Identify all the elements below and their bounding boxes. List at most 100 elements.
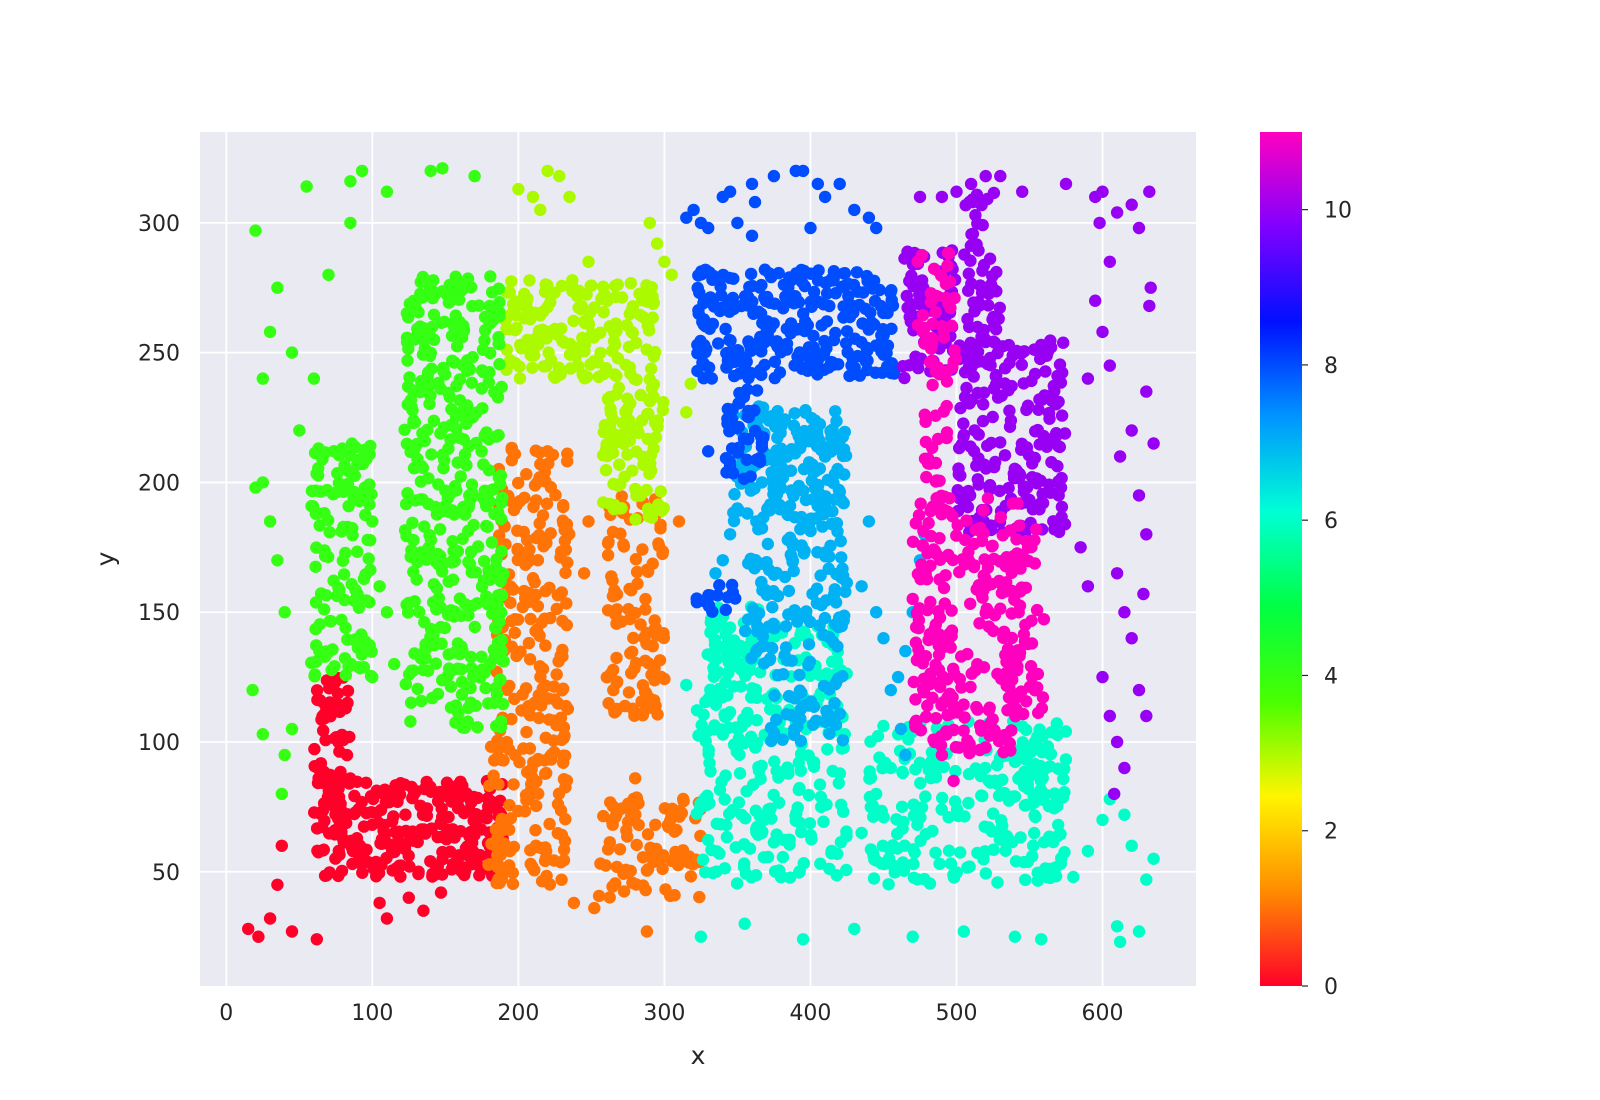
data-point xyxy=(987,186,1001,200)
data-point xyxy=(1018,635,1032,648)
data-point xyxy=(411,682,424,696)
data-point xyxy=(278,748,291,762)
data-point xyxy=(448,315,462,328)
data-point xyxy=(768,355,782,368)
data-point xyxy=(1011,497,1024,510)
data-point xyxy=(796,164,810,178)
data-point xyxy=(975,789,988,802)
data-point xyxy=(534,203,547,217)
data-point xyxy=(539,731,552,744)
data-point xyxy=(489,621,502,634)
data-point xyxy=(902,733,915,746)
y-tick-label: 150 xyxy=(138,601,180,626)
data-point xyxy=(1147,437,1160,450)
data-point xyxy=(389,825,402,839)
data-point xyxy=(913,756,927,769)
data-point xyxy=(455,663,468,676)
data-point xyxy=(953,672,966,686)
data-point xyxy=(785,654,798,667)
data-point xyxy=(252,930,265,943)
data-point xyxy=(761,850,775,864)
data-point xyxy=(1055,409,1069,422)
data-point xyxy=(838,468,851,481)
data-point xyxy=(811,354,824,367)
data-point xyxy=(256,476,269,489)
data-point xyxy=(804,512,818,525)
data-point xyxy=(358,443,371,457)
data-point xyxy=(624,277,637,290)
data-point xyxy=(557,517,570,530)
data-point xyxy=(947,662,960,675)
data-point xyxy=(606,590,620,603)
data-point xyxy=(937,503,951,516)
data-point xyxy=(942,627,956,641)
data-point xyxy=(634,618,647,631)
data-point xyxy=(470,817,483,830)
data-point xyxy=(394,859,408,872)
data-point xyxy=(457,359,470,372)
data-point xyxy=(898,371,911,385)
data-point xyxy=(733,767,747,780)
data-point xyxy=(385,846,399,859)
data-point xyxy=(612,381,626,394)
data-point xyxy=(1030,523,1043,536)
data-point xyxy=(926,378,939,392)
data-point xyxy=(1028,826,1041,840)
data-point xyxy=(475,650,488,663)
data-point xyxy=(275,787,288,801)
data-point xyxy=(722,465,736,479)
data-point xyxy=(520,468,533,481)
data-point xyxy=(692,304,705,317)
data-point xyxy=(603,836,616,849)
data-point xyxy=(333,745,346,758)
data-point xyxy=(611,352,625,365)
data-point xyxy=(704,291,717,304)
data-point xyxy=(664,814,677,827)
data-point xyxy=(643,216,656,230)
data-point xyxy=(597,306,610,319)
data-point xyxy=(426,291,439,305)
data-point xyxy=(767,454,781,467)
data-point xyxy=(1019,695,1033,708)
data-point xyxy=(957,698,970,711)
data-point xyxy=(445,863,458,876)
data-point xyxy=(507,503,521,517)
data-point xyxy=(977,526,990,540)
data-point xyxy=(926,500,939,513)
data-point xyxy=(813,778,827,791)
data-point xyxy=(908,846,921,859)
data-point xyxy=(983,479,997,492)
data-point xyxy=(387,784,401,797)
data-point xyxy=(551,798,565,811)
data-point xyxy=(926,824,939,838)
data-point xyxy=(864,843,878,856)
data-point xyxy=(1081,580,1095,593)
data-point xyxy=(743,664,756,677)
data-point xyxy=(755,278,768,292)
data-point xyxy=(420,802,434,815)
data-point xyxy=(1110,567,1124,580)
data-point xyxy=(329,676,342,689)
data-point xyxy=(765,812,778,825)
data-point xyxy=(870,221,883,235)
data-point xyxy=(828,696,841,710)
data-point xyxy=(1089,294,1102,307)
data-point xyxy=(639,592,652,606)
data-point xyxy=(512,476,525,490)
data-point xyxy=(1140,709,1153,723)
data-point xyxy=(848,203,861,217)
data-point xyxy=(806,718,820,731)
data-point xyxy=(926,337,939,351)
data-point xyxy=(718,862,731,875)
data-point xyxy=(346,529,359,542)
data-point xyxy=(436,830,450,843)
data-point xyxy=(355,857,368,871)
data-point xyxy=(543,817,556,831)
data-point xyxy=(531,476,544,489)
data-point xyxy=(844,304,857,318)
data-point xyxy=(530,799,543,813)
data-point xyxy=(794,523,807,536)
data-point xyxy=(529,332,543,345)
data-point xyxy=(891,827,904,841)
data-point xyxy=(802,659,815,672)
